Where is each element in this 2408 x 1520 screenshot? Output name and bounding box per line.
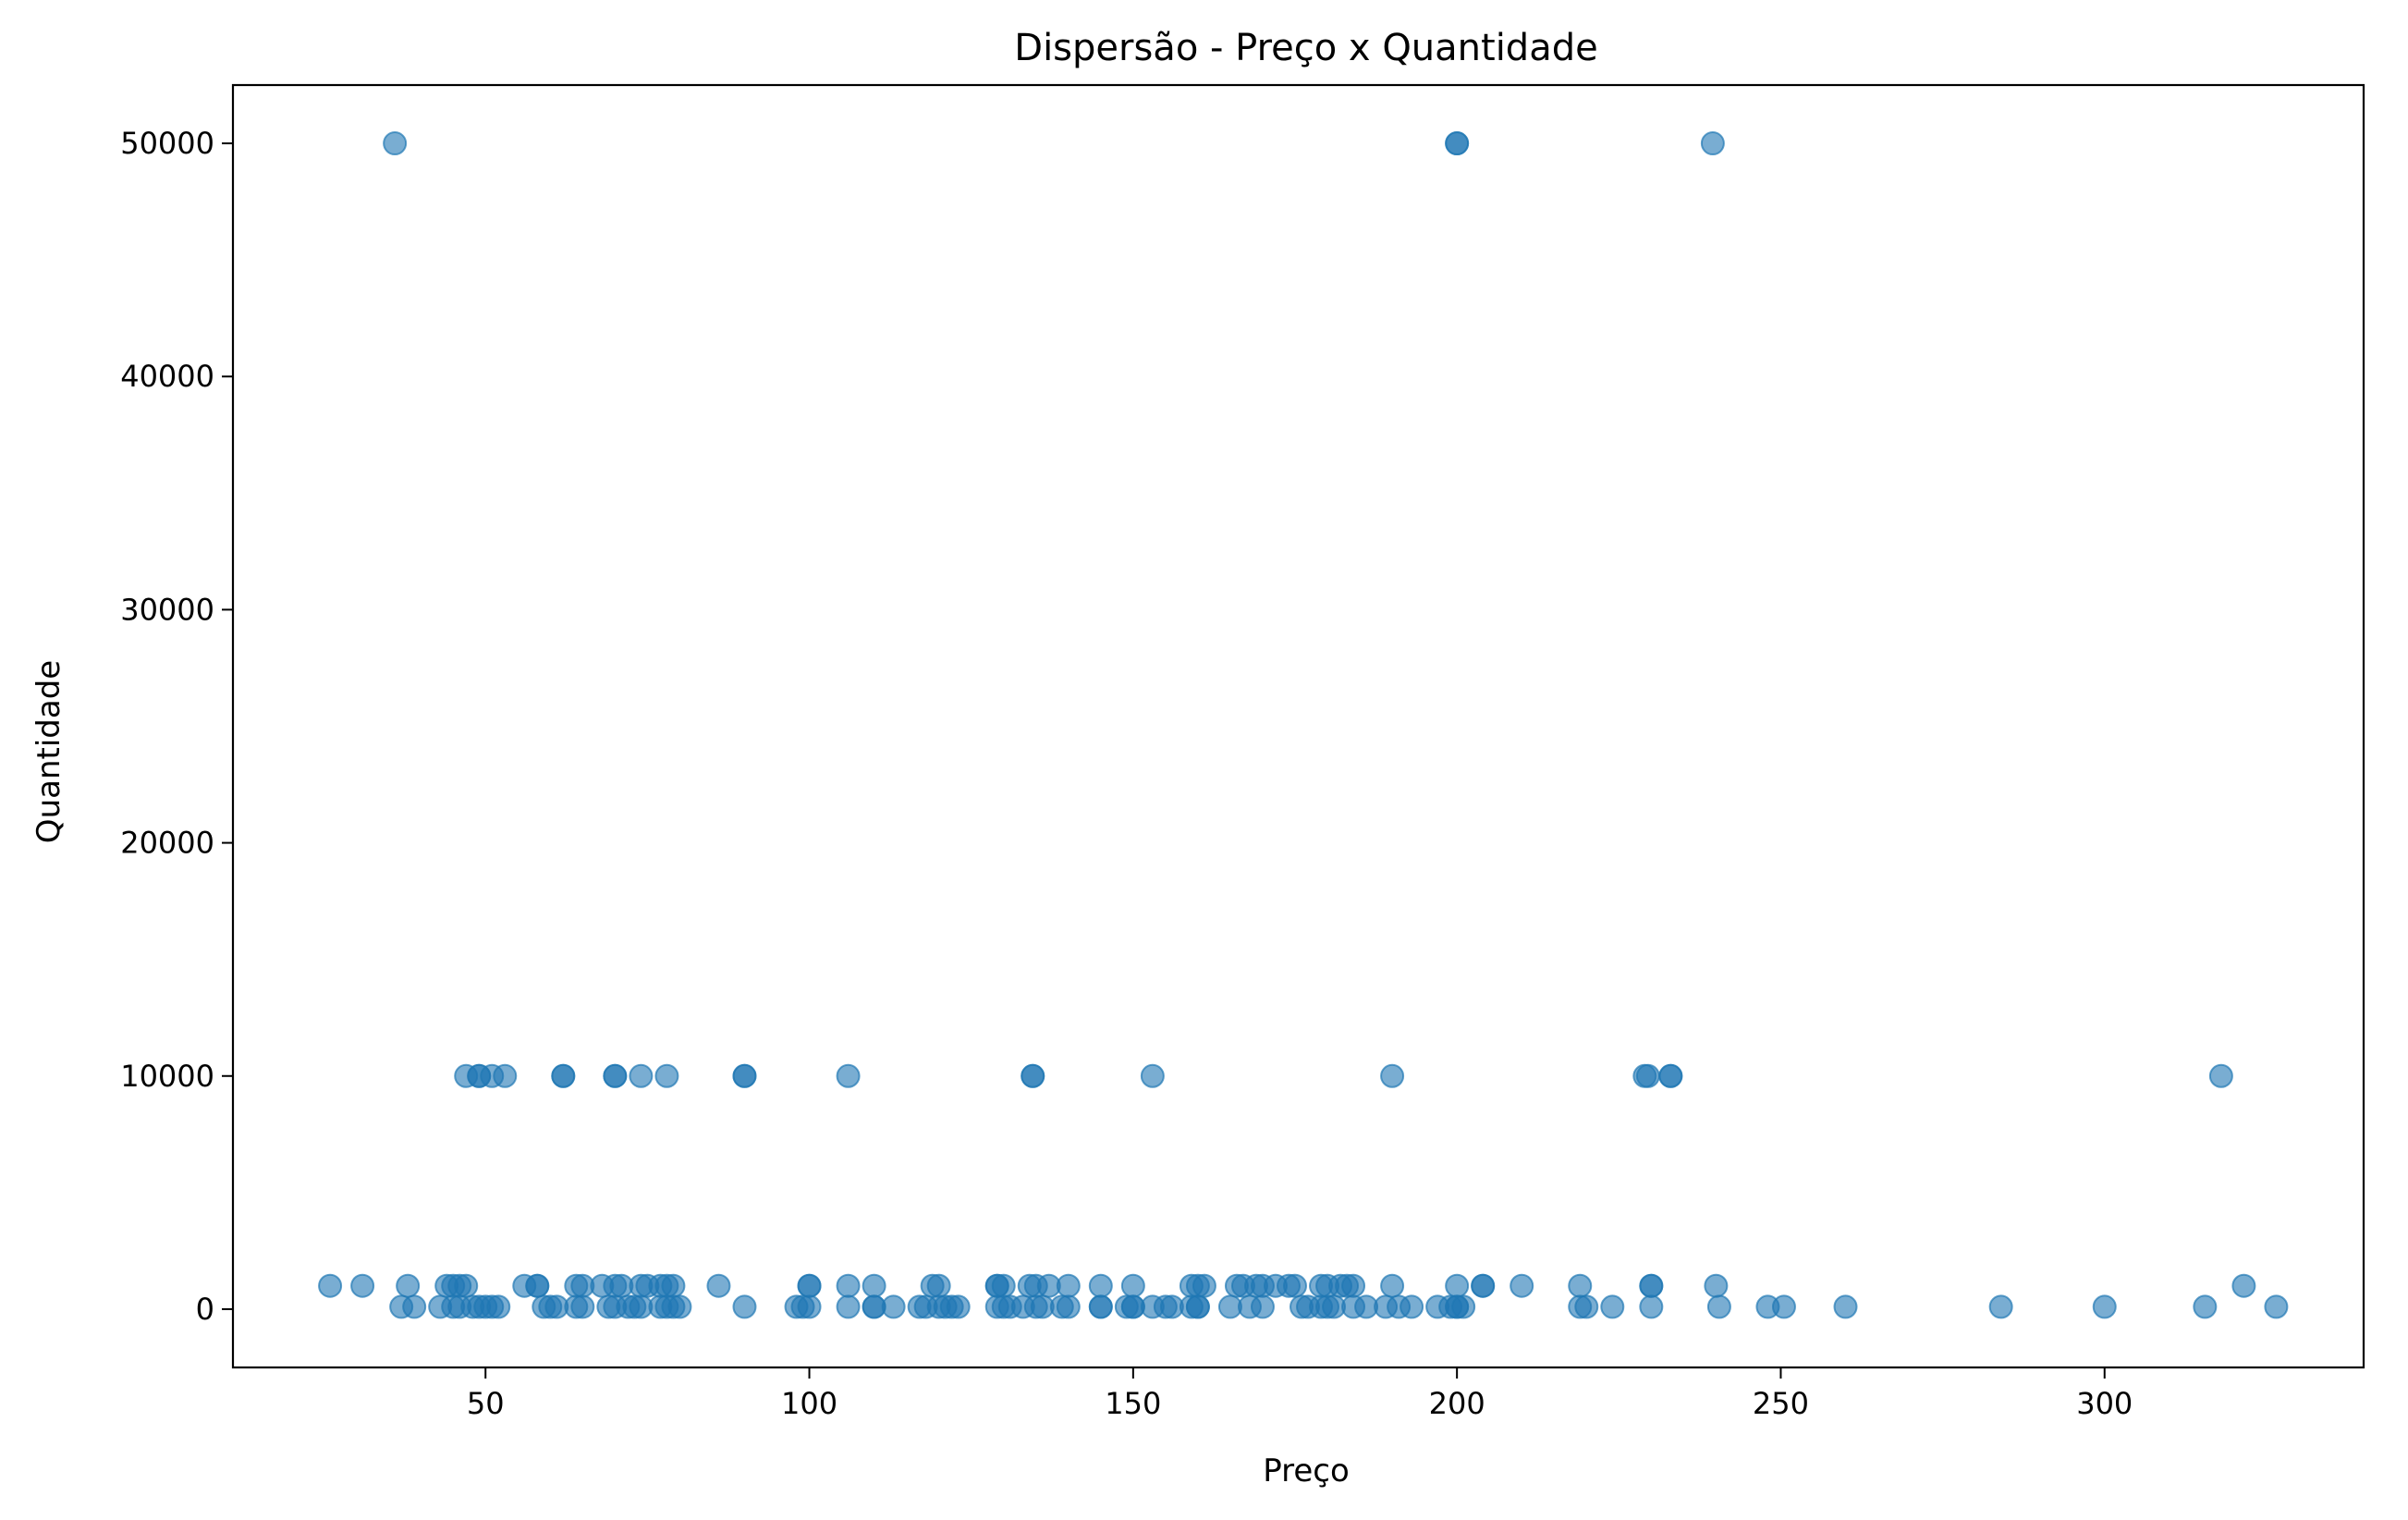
y-tick-label: 0 [196, 1292, 214, 1327]
data-point [603, 1063, 628, 1088]
data-point [383, 131, 408, 156]
data-point [732, 1063, 757, 1088]
data-point [706, 1273, 731, 1298]
data-point [493, 1063, 518, 1088]
data-point [1056, 1273, 1081, 1298]
data-point [1635, 1063, 1660, 1088]
data-point [2208, 1063, 2233, 1088]
axis-ticks: 50 100 150 200 250 300 0 10000 20000 30000 40000 50… [120, 126, 2133, 1421]
data-point [2264, 1294, 2289, 1319]
data-point [1574, 1294, 1599, 1319]
data-point [1021, 1063, 1045, 1088]
x-tick-label: 150 [1105, 1386, 1161, 1421]
data-point [667, 1294, 692, 1319]
data-point [1192, 1273, 1216, 1298]
data-point [1341, 1273, 1366, 1298]
data-point [318, 1273, 343, 1298]
data-point [402, 1294, 427, 1319]
data-point [1600, 1294, 1625, 1319]
data-point [797, 1273, 822, 1298]
data-point [862, 1273, 886, 1298]
plot-area-frame [231, 83, 2365, 1369]
y-tick-label: 20000 [120, 826, 214, 861]
y-axis-label: Quantidade [31, 660, 67, 843]
data-point [661, 1273, 686, 1298]
data-point [991, 1273, 1016, 1298]
data-point [1282, 1273, 1307, 1298]
data-point [836, 1294, 861, 1319]
data-point [1056, 1294, 1081, 1319]
x-tick-label: 50 [467, 1386, 505, 1421]
data-point [1445, 1273, 1470, 1298]
data-point [396, 1273, 421, 1298]
x-tick-label: 250 [1753, 1386, 1809, 1421]
chart-title: Dispersão - Preço x Quantidade [1014, 27, 1597, 69]
data-point [2193, 1294, 2218, 1319]
data-point [1706, 1294, 1731, 1319]
data-point [629, 1063, 654, 1088]
data-point [1250, 1294, 1275, 1319]
data-point [926, 1273, 951, 1298]
data-point [836, 1273, 861, 1298]
data-point [654, 1063, 679, 1088]
data-point [1445, 131, 1470, 156]
data-point [486, 1294, 511, 1319]
data-point [1380, 1063, 1405, 1088]
data-point [1988, 1294, 2013, 1319]
data-point [2092, 1294, 2117, 1319]
data-point [551, 1063, 576, 1088]
data-point [1140, 1063, 1165, 1088]
data-point [1510, 1273, 1534, 1298]
data-point [946, 1294, 971, 1319]
data-point [454, 1273, 479, 1298]
data-point [1639, 1294, 1664, 1319]
data-point [1451, 1294, 1476, 1319]
data-point [1639, 1273, 1664, 1298]
data-point [1700, 131, 1725, 156]
y-tick-label: 30000 [120, 592, 214, 627]
data-point [1120, 1273, 1145, 1298]
data-point [350, 1273, 375, 1298]
data-point [1400, 1294, 1424, 1319]
x-tick-label: 200 [1429, 1386, 1485, 1421]
data-point [1771, 1294, 1796, 1319]
data-point [570, 1294, 595, 1319]
data-point [881, 1294, 906, 1319]
data-point [1088, 1273, 1113, 1298]
y-tick-label: 50000 [120, 126, 214, 161]
y-tick-label: 40000 [120, 359, 214, 394]
x-tick-label: 100 [781, 1386, 837, 1421]
data-point [1088, 1294, 1113, 1319]
data-point [1658, 1063, 1683, 1088]
x-tick-label: 300 [2076, 1386, 2133, 1421]
data-point [2231, 1273, 2256, 1298]
x-axis-label: Preço [1263, 1453, 1350, 1489]
data-point [1568, 1273, 1593, 1298]
data-point [1185, 1294, 1210, 1319]
data-point [1833, 1294, 1858, 1319]
data-point [1380, 1273, 1405, 1298]
data-point [732, 1294, 757, 1319]
data-point [1704, 1273, 1729, 1298]
data-point [1471, 1273, 1496, 1298]
scatter-points [318, 131, 2289, 1319]
data-point [525, 1273, 550, 1298]
y-tick-label: 10000 [120, 1059, 214, 1094]
data-point [836, 1063, 861, 1088]
data-point [797, 1294, 822, 1319]
